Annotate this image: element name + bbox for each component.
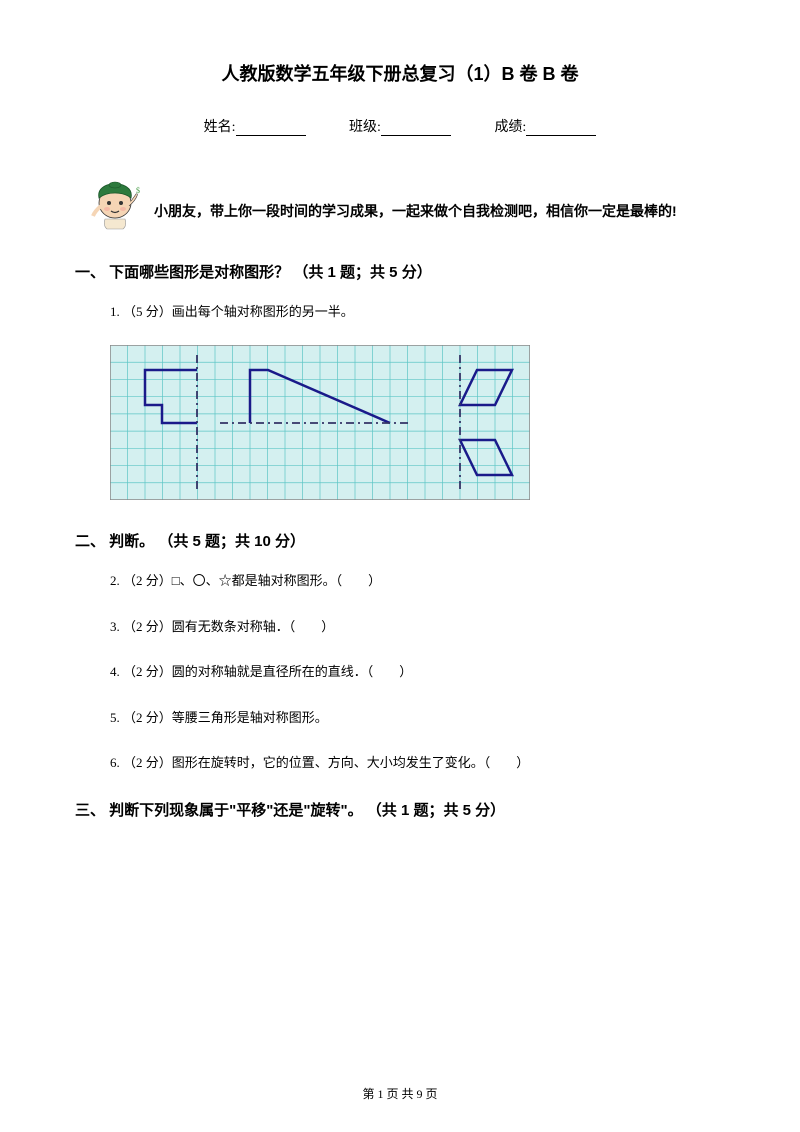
intro-text: 小朋友，带上你一段时间的学习成果，一起来做个自我检测吧，相信你一定是最棒的! (154, 203, 677, 219)
section-2-header: 二、 判断。 （共 5 题；共 10 分） (75, 530, 725, 551)
section-1-header: 一、 下面哪些图形是对称图形？ （共 1 题；共 5 分） (75, 261, 725, 282)
svg-text:$: $ (136, 186, 140, 195)
class-label: 班级: (349, 120, 381, 135)
question-3: 3. （2 分）圆有无数条对称轴．（ ） (110, 615, 725, 638)
question-2: 2. （2 分）□、〇、☆都是轴对称图形。（ ） (110, 569, 725, 592)
score-label: 成绩: (494, 120, 526, 135)
name-field: 姓名: (204, 116, 306, 136)
score-field: 成绩: (494, 116, 596, 136)
question-1: 1. （5 分）画出每个轴对称图形的另一半。 (110, 300, 725, 323)
symmetry-grid-image (110, 345, 725, 505)
question-6: 6. （2 分）图形在旋转时，它的位置、方向、大小均发生了变化。（ ） (110, 751, 725, 774)
name-blank (236, 120, 306, 136)
question-5: 5. （2 分）等腰三角形是轴对称图形。 (110, 706, 725, 729)
question-4: 4. （2 分）圆的对称轴就是直径所在的直线．（ ） (110, 660, 725, 683)
cartoon-icon: $ (85, 171, 145, 231)
intro-section: $ 小朋友，带上你一段时间的学习成果，一起来做个自我检测吧，相信你一定是最棒的! (75, 171, 725, 231)
class-blank (381, 120, 451, 136)
page-title: 人教版数学五年级下册总复习（1）B 卷 B 卷 (75, 60, 725, 86)
student-info-row: 姓名: 班级: 成绩: (75, 116, 725, 136)
class-field: 班级: (349, 116, 451, 136)
section-3-header: 三、 判断下列现象属于"平移"还是"旋转"。 （共 1 题；共 5 分） (75, 799, 725, 820)
page-footer: 第 1 页 共 9 页 (0, 1085, 800, 1102)
score-blank (526, 120, 596, 136)
name-label: 姓名: (204, 120, 236, 135)
